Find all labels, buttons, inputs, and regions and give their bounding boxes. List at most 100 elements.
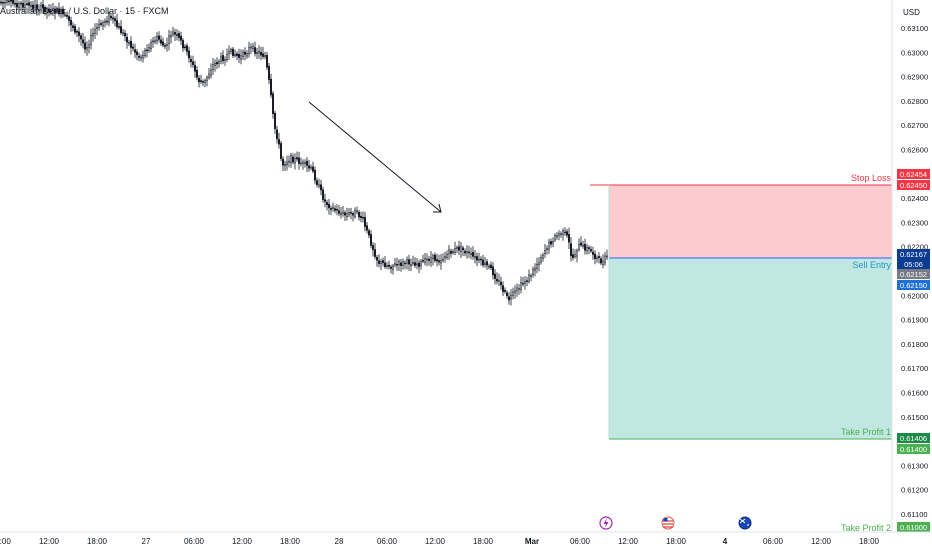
candle-body [416, 263, 418, 266]
candle-body [296, 157, 298, 160]
candle-body [192, 61, 194, 66]
time-tick-label: 12:00 [811, 537, 832, 546]
candle-body [300, 162, 302, 165]
candle-body [128, 42, 130, 44]
candle-body [248, 47, 250, 55]
time-tick-label: 12:00 [232, 537, 253, 546]
candle-body [470, 253, 472, 255]
time-tick-label: 12:00 [618, 537, 639, 546]
candle-body [588, 247, 590, 250]
candle-body [480, 258, 482, 261]
candle-body [196, 69, 198, 78]
candle-body [184, 46, 186, 49]
candle-body [236, 53, 238, 56]
candle-body [8, 0, 10, 3]
candle-body [378, 260, 380, 264]
candle-body [504, 290, 506, 292]
candle-body [138, 55, 140, 58]
candle-body [496, 278, 498, 282]
time-tick-label: 27 [142, 537, 151, 546]
candle-body [282, 158, 284, 166]
candle-body [106, 20, 108, 23]
candle-body [44, 7, 46, 13]
candle-body [68, 16, 70, 21]
candle-body [126, 36, 128, 43]
candle-body [212, 64, 214, 70]
candle-body [216, 61, 218, 65]
au-flag-event-icon[interactable] [738, 516, 752, 530]
price-tick-label: 0.62000 [901, 291, 928, 300]
candle-body [140, 56, 142, 59]
candle-body [238, 53, 240, 58]
candle-body [468, 251, 470, 254]
candle-body [328, 203, 330, 209]
candle-body [88, 44, 90, 48]
candle-body [12, 0, 14, 4]
candle-body [344, 212, 346, 216]
candle-body [30, 4, 32, 7]
price-tick-label: 0.61200 [901, 486, 928, 495]
candle-body [72, 25, 74, 28]
candle-body [566, 231, 568, 236]
candle-body [376, 257, 378, 261]
candle-body [84, 42, 86, 50]
candle-body [148, 47, 150, 51]
candlestick-series [0, 0, 608, 306]
candle-body [146, 49, 148, 52]
trend-arrow[interactable] [308, 101, 442, 213]
stop-loss-zone[interactable] [609, 185, 892, 258]
candle-body [176, 34, 178, 36]
candle-body [276, 129, 278, 140]
candle-body [178, 33, 180, 38]
candle-body [330, 208, 332, 210]
us-flag-event-icon[interactable] [661, 516, 675, 530]
entry-price-tag [897, 280, 930, 290]
candle-body [210, 69, 212, 76]
candle-body [454, 248, 456, 253]
candle-body [304, 162, 306, 164]
candle-body [158, 35, 160, 40]
stop-loss-label: Stop Loss [851, 173, 892, 183]
candle-body [500, 281, 502, 286]
candle-body [164, 45, 166, 47]
candle-body [32, 4, 34, 9]
lightning-event-icon[interactable] [599, 516, 613, 530]
candle-body [46, 8, 48, 13]
candle-body [20, 2, 22, 5]
candle-body [576, 250, 578, 257]
candle-body [180, 35, 182, 41]
candle-body [258, 51, 260, 54]
candle-body [568, 234, 570, 243]
price-tick-label: 0.63000 [901, 48, 928, 57]
candle-body [262, 53, 264, 57]
candle-body [34, 5, 36, 9]
candle-body [308, 165, 310, 169]
entry-price-text: 0.62150 [900, 281, 927, 290]
candle-body [474, 256, 476, 258]
candle-body [4, 1, 6, 4]
candle-body [372, 245, 374, 250]
candle-body [340, 212, 342, 215]
candle-body [460, 246, 462, 252]
candle-body [48, 8, 50, 13]
candle-body [142, 55, 144, 59]
candle-body [214, 62, 216, 66]
candle-body [582, 244, 584, 247]
candle-body [584, 243, 586, 251]
price-tick-label: 0.62900 [901, 73, 928, 82]
candle-body [558, 233, 560, 236]
candle-body [542, 254, 544, 259]
candle-body [510, 294, 512, 300]
candle-body [434, 254, 436, 261]
current-price-text: 0.62167 [900, 250, 927, 259]
candle-body [50, 10, 52, 13]
candle-body [2, 2, 4, 4]
candle-body [388, 264, 390, 267]
candle-body [66, 14, 68, 17]
time-axis[interactable]: 2:00 12:00 18:00 27 06:00 12:00 18:00 28 06:00 12… [0, 531, 932, 546]
take-profit-zone[interactable] [609, 258, 892, 439]
candle-body [124, 32, 126, 37]
candle-body [396, 264, 398, 266]
candle-body [240, 55, 242, 60]
